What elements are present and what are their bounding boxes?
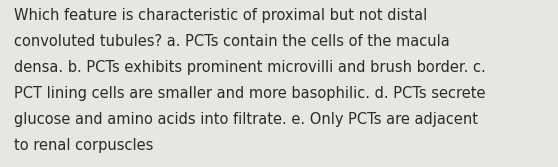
Text: Which feature is characteristic of proximal but not distal: Which feature is characteristic of proxi… bbox=[14, 8, 427, 23]
Text: densa. b. PCTs exhibits prominent microvilli and brush border. c.: densa. b. PCTs exhibits prominent microv… bbox=[14, 60, 485, 75]
Text: glucose and amino acids into filtrate. e. Only PCTs are adjacent: glucose and amino acids into filtrate. e… bbox=[14, 112, 478, 127]
Text: convoluted tubules? a. PCTs contain the cells of the macula: convoluted tubules? a. PCTs contain the … bbox=[14, 34, 450, 49]
Text: PCT lining cells are smaller and more basophilic. d. PCTs secrete: PCT lining cells are smaller and more ba… bbox=[14, 86, 485, 101]
Text: to renal corpuscles: to renal corpuscles bbox=[14, 138, 153, 153]
